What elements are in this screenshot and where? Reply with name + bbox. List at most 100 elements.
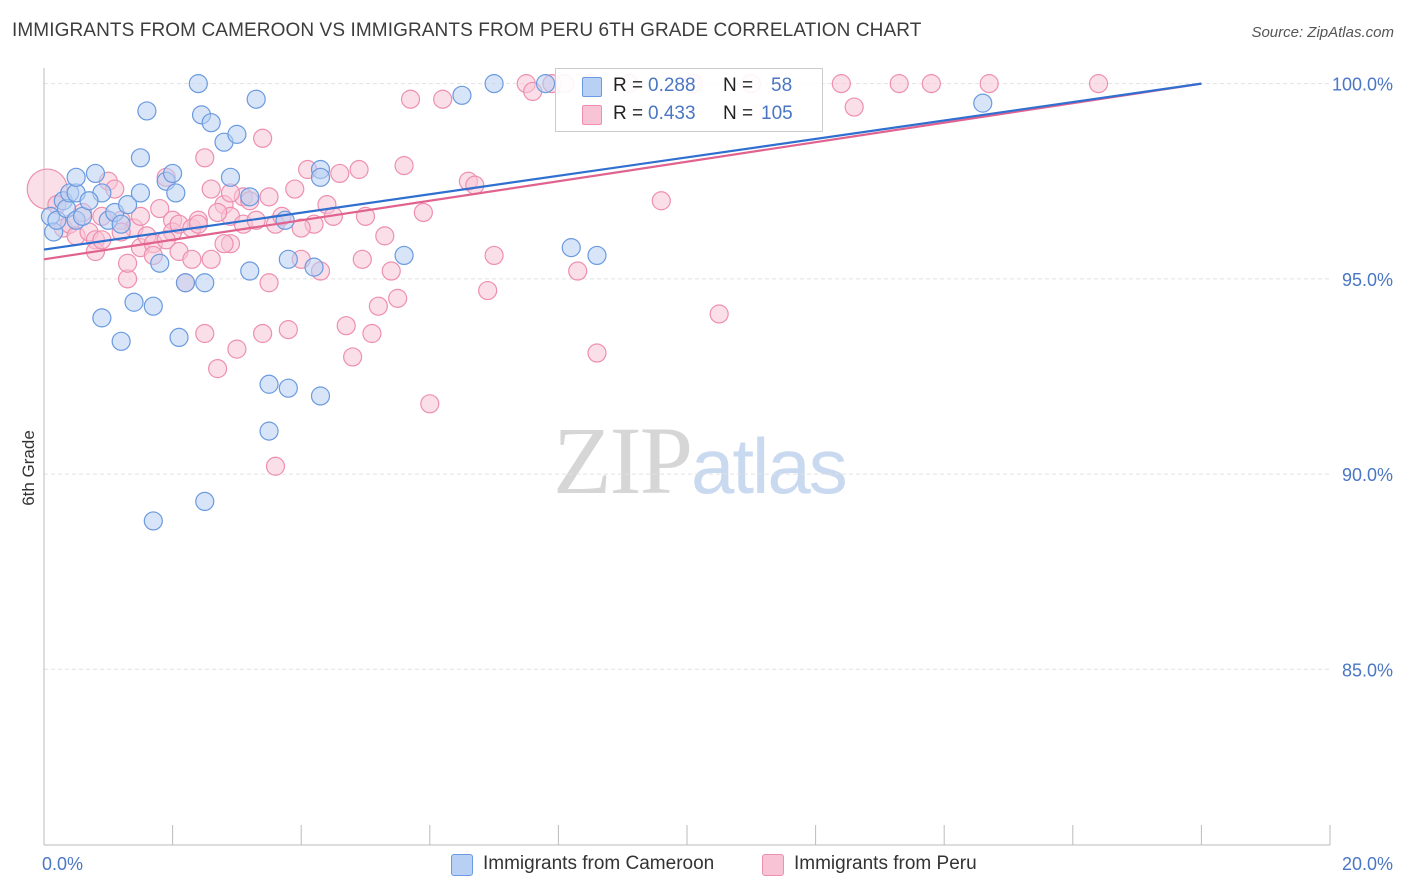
data-point xyxy=(240,261,260,281)
data-point xyxy=(285,179,305,199)
data-point xyxy=(201,249,221,269)
data-point xyxy=(143,296,163,316)
data-point xyxy=(651,191,671,211)
data-point xyxy=(375,226,395,246)
r-value: 0.288 xyxy=(648,75,696,96)
zipatlas-watermark: ZIPatlas xyxy=(553,405,848,516)
y-tick-label: 95.0% xyxy=(1342,270,1393,290)
data-point xyxy=(130,148,151,168)
data-point xyxy=(85,163,106,184)
x-tick-label: 0.0% xyxy=(42,854,83,874)
legend-swatch-cameroon xyxy=(451,854,473,876)
data-point xyxy=(182,249,202,269)
data-point xyxy=(973,93,993,113)
trend-lines xyxy=(43,82,1202,261)
data-point xyxy=(394,156,414,176)
data-point xyxy=(330,163,350,184)
data-point xyxy=(259,273,279,293)
data-point xyxy=(420,394,440,414)
data-point xyxy=(291,218,311,238)
data-point xyxy=(561,238,581,258)
data-point xyxy=(831,74,851,94)
y-axis-label: 6th Grade xyxy=(19,430,38,506)
data-point xyxy=(130,206,151,226)
data-point xyxy=(208,202,228,223)
data-point xyxy=(304,257,324,277)
y-tick-label: 90.0% xyxy=(1342,465,1393,485)
data-point xyxy=(150,198,170,219)
data-point xyxy=(278,320,298,340)
r-label: R = xyxy=(613,103,644,124)
data-point xyxy=(349,159,369,180)
data-point xyxy=(844,97,864,117)
legend-swatch-peru xyxy=(762,854,784,876)
data-point xyxy=(208,359,228,379)
source-credit: Source: ZipAtlas.com xyxy=(1251,24,1394,41)
data-point xyxy=(433,89,453,109)
data-point xyxy=(889,74,909,94)
data-point xyxy=(253,323,273,344)
r-label: R = xyxy=(613,75,644,96)
watermark-atlas: atlas xyxy=(691,422,848,510)
data-point xyxy=(150,253,170,273)
data-point xyxy=(587,343,607,363)
data-point xyxy=(381,261,401,281)
data-point xyxy=(166,183,186,203)
data-point xyxy=(240,187,260,207)
data-point xyxy=(259,421,279,441)
data-point xyxy=(368,296,388,316)
data-point xyxy=(66,167,86,187)
trend-line xyxy=(43,82,1202,251)
y-tick-label: 100.0% xyxy=(1332,75,1393,95)
data-point xyxy=(253,128,273,148)
data-points xyxy=(26,74,1109,531)
chart-title: IMMIGRANTS FROM CAMEROON VS IMMIGRANTS F… xyxy=(12,20,922,41)
data-point xyxy=(195,148,215,168)
n-label: N = xyxy=(723,103,754,124)
data-point xyxy=(117,253,138,273)
data-point xyxy=(227,339,247,359)
data-point xyxy=(259,374,279,394)
data-point xyxy=(535,74,556,94)
data-point xyxy=(413,202,433,223)
data-point xyxy=(79,191,99,211)
data-point xyxy=(259,187,279,207)
data-point xyxy=(921,74,941,94)
data-point xyxy=(111,331,131,351)
stats-row-cameroon: R = 0.288 N = 58 xyxy=(556,73,822,99)
data-point xyxy=(92,308,112,328)
data-point xyxy=(568,261,588,281)
data-point xyxy=(484,245,504,266)
watermark-zip: ZIP xyxy=(553,407,693,514)
data-point xyxy=(143,511,163,531)
data-point xyxy=(400,89,421,109)
data-point xyxy=(227,124,247,144)
data-point xyxy=(362,323,382,344)
data-point xyxy=(336,316,356,336)
data-point xyxy=(111,214,131,234)
data-point xyxy=(478,280,498,301)
legend-label-cameroon: Immigrants from Cameroon xyxy=(483,853,715,874)
data-point xyxy=(201,113,221,133)
data-point xyxy=(130,183,151,203)
trend-line xyxy=(43,82,1202,261)
x-tick-label: 20.0% xyxy=(1342,854,1393,874)
data-point xyxy=(265,456,286,476)
n-value: 105 xyxy=(761,103,793,124)
stats-row-peru: R = 0.433 N = 105 xyxy=(556,101,822,127)
r-value: 0.433 xyxy=(648,103,696,124)
data-point xyxy=(188,214,208,234)
data-point xyxy=(352,249,372,269)
axes xyxy=(43,68,1331,846)
n-label: N = xyxy=(723,75,754,96)
tick-labels: 85.0% 90.0% 95.0% 100.0% 0.0% 20.0% xyxy=(42,75,1393,874)
data-point xyxy=(214,234,234,254)
data-point xyxy=(278,378,298,398)
data-point xyxy=(587,245,607,266)
data-point xyxy=(343,347,363,367)
data-point xyxy=(388,288,408,308)
data-point xyxy=(484,74,504,94)
grid-lines xyxy=(44,83,1330,670)
data-point xyxy=(394,245,414,266)
